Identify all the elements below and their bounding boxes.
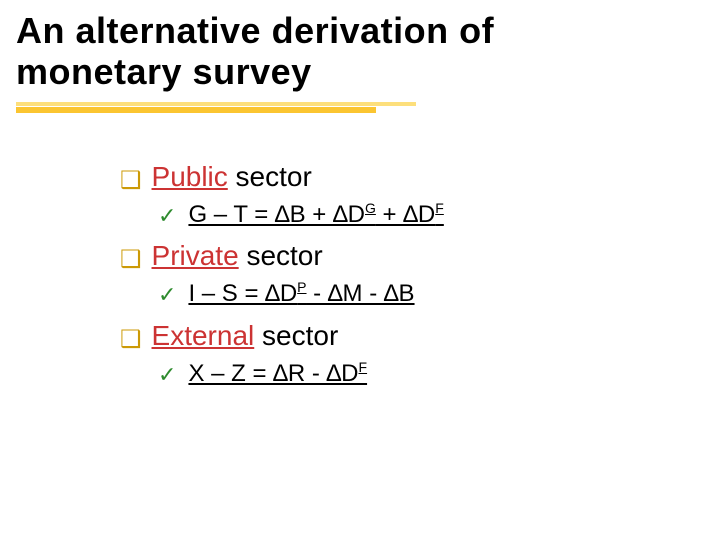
title-block: An alternative derivation of monetary su…	[16, 10, 616, 93]
square-bullet-icon: ❑	[120, 169, 142, 193]
equation-text: I – S = ∆DP - ∆M - ∆B	[188, 277, 414, 311]
section-label: Public sector	[152, 158, 312, 196]
equation-text: G – T = ∆B + ∆DG + ∆DF	[188, 198, 443, 232]
check-bullet-icon: ✓	[158, 284, 176, 306]
list-item: ❑ Private sector ✓ I – S = ∆DP - ∆M - ∆B	[120, 237, 660, 310]
square-bullet-icon: ❑	[120, 248, 142, 272]
square-bullet-icon: ❑	[120, 328, 142, 352]
list-item: ❑ Public sector ✓ G – T = ∆B + ∆DG + ∆DF	[120, 158, 660, 231]
check-bullet-icon: ✓	[158, 205, 176, 227]
section-keyword: External	[152, 320, 255, 351]
slide-title: An alternative derivation of monetary su…	[16, 10, 616, 93]
section-label: Private sector	[152, 237, 323, 275]
title-underline	[16, 102, 416, 118]
section-rest: sector	[254, 320, 338, 351]
section-rest: sector	[228, 161, 312, 192]
content-list: ❑ Public sector ✓ G – T = ∆B + ∆DG + ∆DF…	[120, 158, 660, 396]
check-bullet-icon: ✓	[158, 364, 176, 386]
section-keyword: Private	[152, 240, 239, 271]
list-item: ❑ External sector ✓ X – Z = ∆R - ∆DF	[120, 317, 660, 390]
slide: An alternative derivation of monetary su…	[0, 0, 720, 540]
section-label: External sector	[152, 317, 339, 355]
equation-text: X – Z = ∆R - ∆DF	[188, 357, 367, 391]
section-rest: sector	[239, 240, 323, 271]
section-keyword: Public	[152, 161, 228, 192]
